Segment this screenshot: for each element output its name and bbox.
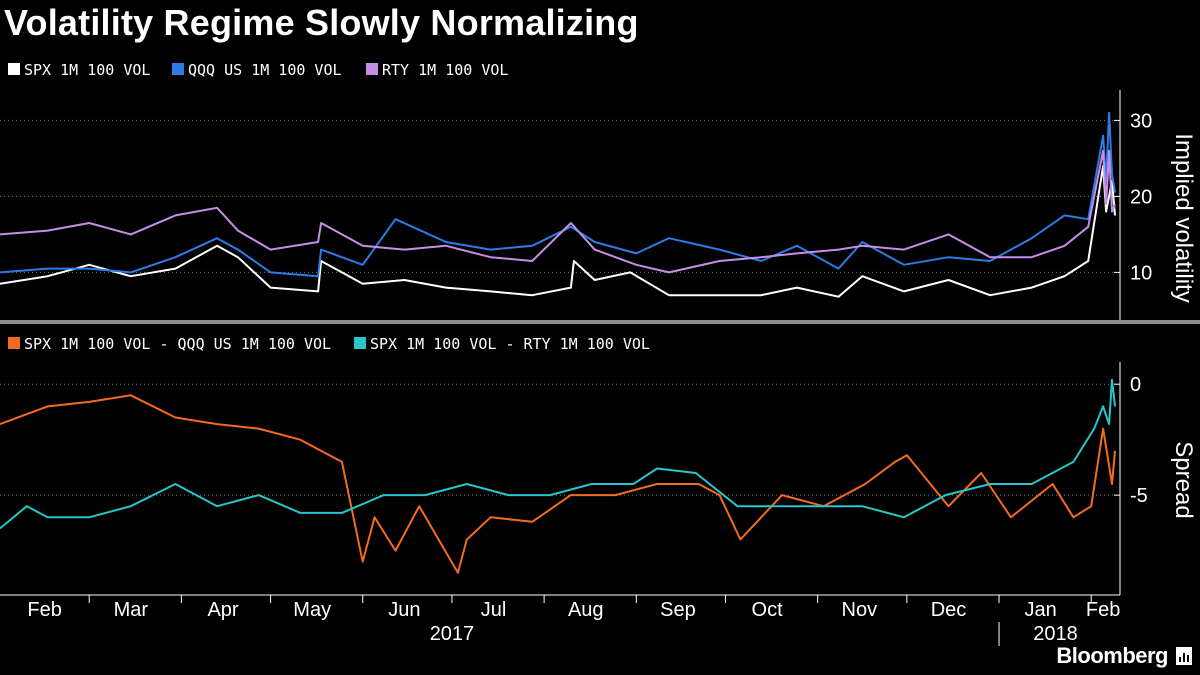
x-tick-label: Aug [568, 599, 604, 621]
x-tick-label: Oct [752, 599, 784, 621]
legend-swatch-spx-rty-spread [354, 337, 366, 349]
series-line-0-0 [0, 165, 1116, 298]
series-line-1-0 [0, 394, 1116, 574]
x-tick-label: Mar [114, 599, 149, 621]
x-tick-label: Feb [27, 599, 61, 621]
bottom-y-axis-title: Spread [1170, 441, 1197, 518]
legend-item-qqq: QQQ US 1M 100 VOL [172, 61, 342, 79]
series-line-1-1 [0, 378, 1116, 530]
top-y-axis-title: Implied volatility [1170, 133, 1197, 302]
x-tick-label: Jul [481, 599, 507, 621]
y-tick-label: 30 [1130, 110, 1152, 132]
x-tick-label: Dec [931, 599, 967, 621]
x-axis-labels: Feb Mar Apr May Jun Jul Aug Sep Oct Nov Dec Jan Feb 2… [27, 595, 1120, 646]
y-tick-label: 0 [1130, 374, 1141, 396]
legend-swatch-spx-qqq-spread [8, 337, 20, 349]
x-tick-label: Jan [1025, 599, 1057, 621]
series-line-0-2 [0, 149, 1116, 274]
y-tick-label: -5 [1130, 485, 1148, 507]
grid-layer [0, 119, 1120, 496]
legend-item-spx-rty-spread: SPX 1M 100 VOL - RTY 1M 100 VOL [354, 335, 650, 353]
y-tick-label: 10 [1130, 262, 1152, 284]
legend-item-spx: SPX 1M 100 VOL [8, 61, 150, 79]
legend-item-rty: RTY 1M 100 VOL [366, 61, 508, 79]
legend-label-spx: SPX 1M 100 VOL [24, 61, 150, 79]
legend-swatch-rty [366, 63, 378, 75]
bloomberg-logo: Bloomberg [1056, 643, 1192, 669]
panel-divider [0, 320, 1200, 324]
chart-title: Volatility Regime Slowly Normalizing [4, 2, 639, 43]
legend-label-spx-rty-spread: SPX 1M 100 VOL - RTY 1M 100 VOL [370, 335, 650, 353]
y-tick-label: 20 [1130, 186, 1152, 208]
brand-name: Bloomberg [1056, 643, 1168, 668]
legend-item-spx-qqq-spread: SPX 1M 100 VOL - QQQ US 1M 100 VOL [8, 335, 331, 353]
x-tick-label: Feb [1086, 599, 1120, 621]
top-legend: SPX 1M 100 VOL QQQ US 1M 100 VOL RTY 1M … [8, 61, 508, 79]
x-tick-label: Nov [842, 599, 878, 621]
x-tick-label: Apr [207, 599, 238, 621]
legend-label-spx-qqq-spread: SPX 1M 100 VOL - QQQ US 1M 100 VOL [24, 335, 331, 353]
bloomberg-mark-icon [1176, 647, 1192, 665]
x-tick-label: Jun [388, 599, 420, 621]
legend-swatch-spx [8, 63, 20, 75]
legend-label-qqq: QQQ US 1M 100 VOL [188, 61, 342, 79]
x-tick-label: Sep [660, 599, 696, 621]
series-layer [0, 111, 1116, 574]
tick-layer: 10 20 30 0 -5 [1114, 110, 1152, 507]
legend-label-rty: RTY 1M 100 VOL [382, 61, 508, 79]
legend-swatch-qqq [172, 63, 184, 75]
x-tick-label: May [293, 599, 331, 621]
x-year-label: 2017 [430, 623, 475, 645]
x-year-label: 2018 [1033, 623, 1078, 645]
bottom-legend: SPX 1M 100 VOL - QQQ US 1M 100 VOL SPX 1… [8, 335, 650, 353]
series-line-0-1 [0, 111, 1116, 278]
